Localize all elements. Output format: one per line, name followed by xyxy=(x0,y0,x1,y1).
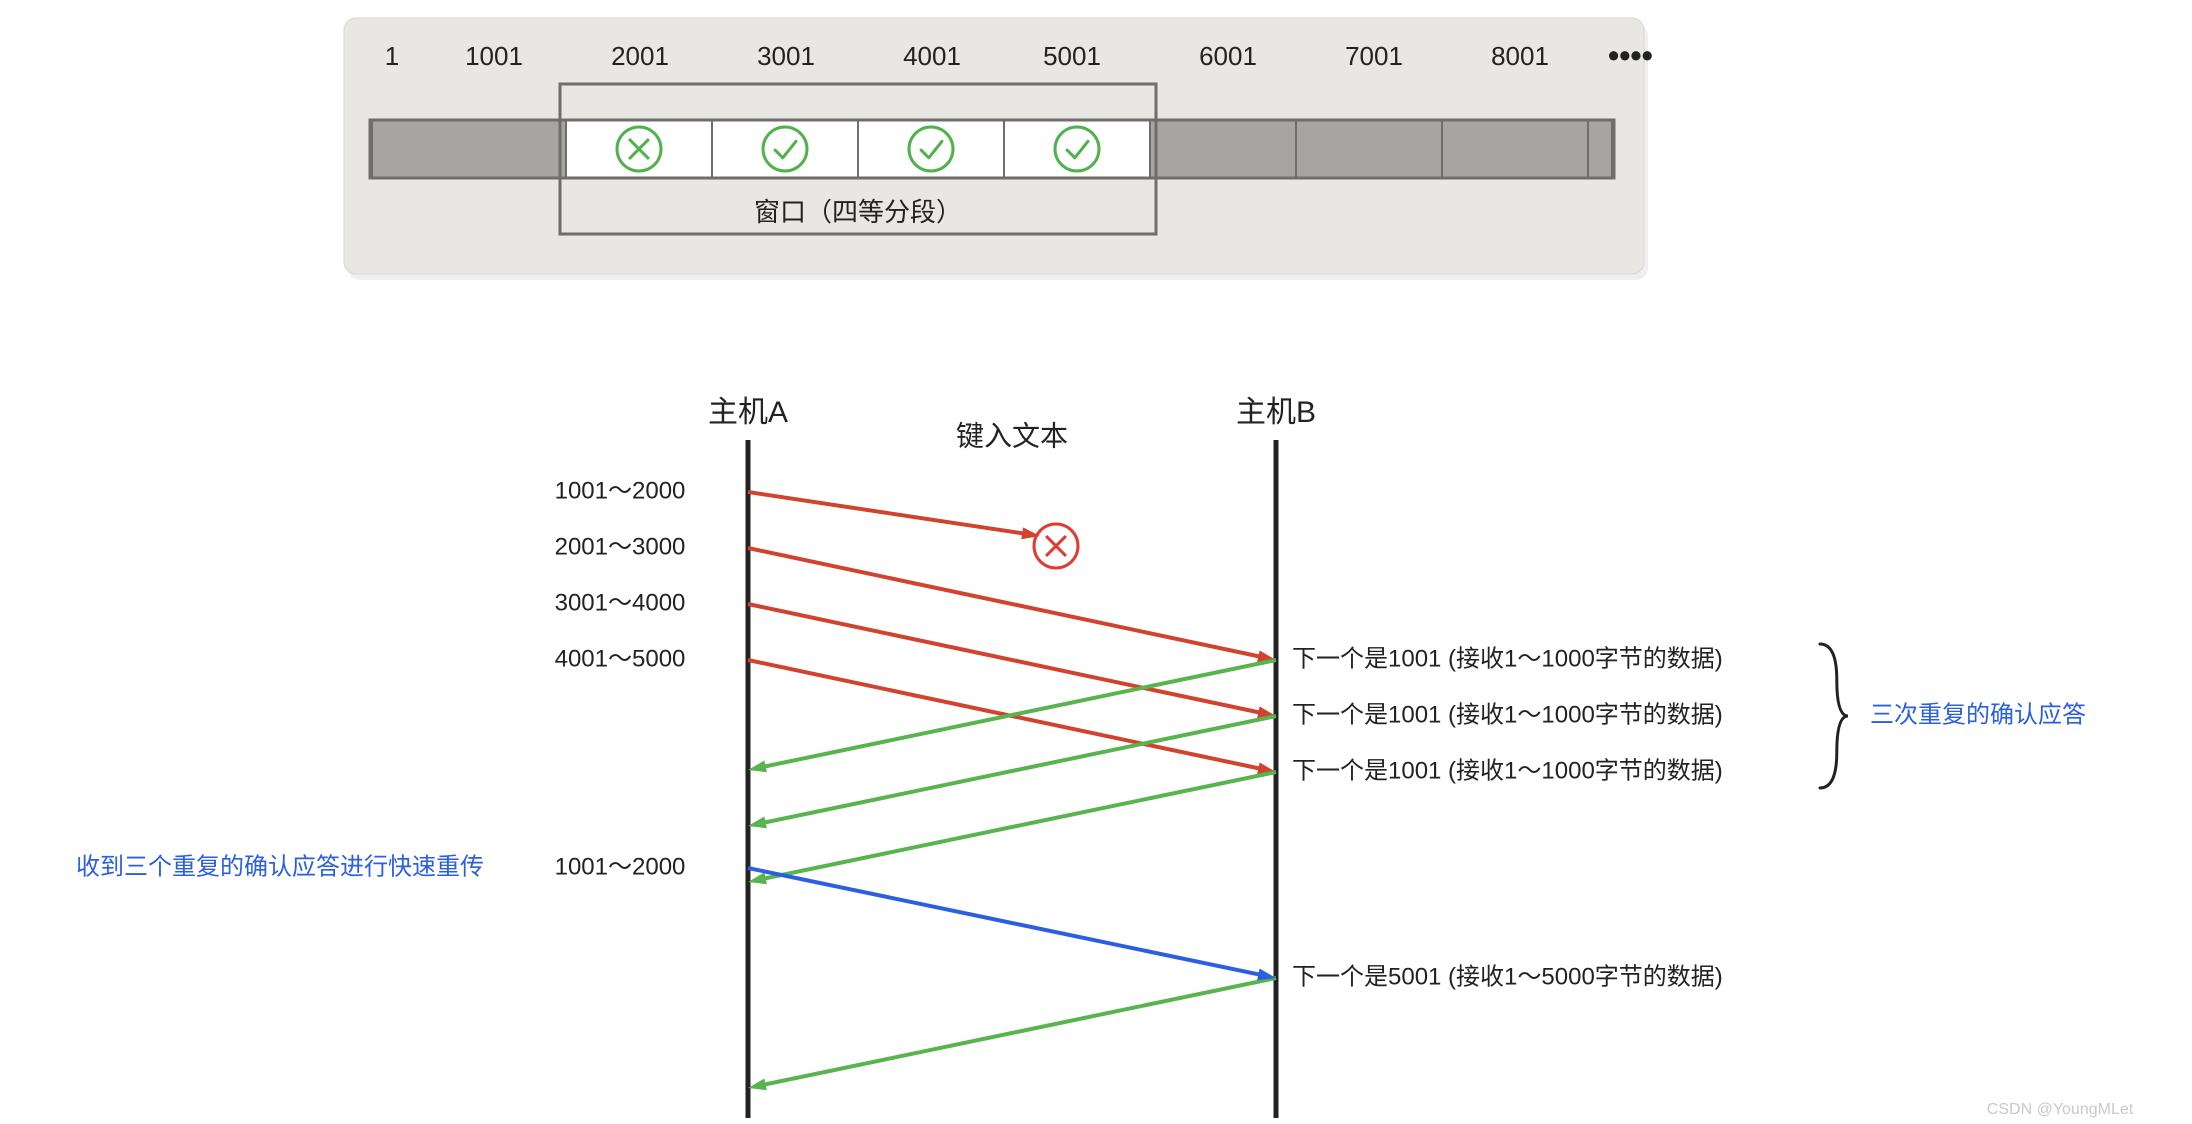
top-panel: 1 1001 2001 3001 4001 5001 6001 7001 8001 •••• 窗口（… xyxy=(344,18,1653,280)
strip-cell xyxy=(1442,120,1588,178)
strip-cell xyxy=(1004,120,1150,178)
seq-label: 7001 xyxy=(1345,41,1403,71)
data-arrow xyxy=(748,604,1276,718)
packet-lost-icon xyxy=(1034,524,1078,568)
segment-label: 1001～2000 xyxy=(555,853,686,880)
window-caption: 窗口（四等分段） xyxy=(754,197,962,227)
triple-ack-note: 三次重复的确认应答 xyxy=(1870,701,2086,728)
page-root: 1 1001 2001 3001 4001 5001 6001 7001 8001 •••• 窗口（… xyxy=(0,0,2192,1124)
ack-description: 下一个是1001 (接收1～1000字节的数据) xyxy=(1292,645,1723,672)
sequence-diagram: 主机A 主机B 键入文本 1001～2000 2001～3000 3001～4000 400… xyxy=(76,396,2086,1118)
seq-dots: •••• xyxy=(1608,37,1653,73)
seq-label: 2001 xyxy=(611,41,669,71)
data-arrow xyxy=(748,492,1040,539)
ack-description: 下一个是1001 (接收1～1000字节的数据) xyxy=(1292,757,1723,784)
strip-cell xyxy=(372,120,566,178)
seq-label: 1 xyxy=(385,41,399,71)
seq-label: 5001 xyxy=(1043,41,1101,71)
ack-description: 下一个是1001 (接收1～1000字节的数据) xyxy=(1292,701,1723,728)
watermark: CSDN @YoungMLet xyxy=(1987,1101,2134,1118)
fast-retransmit-note: 收到三个重复的确认应答进行快速重传 xyxy=(76,853,484,880)
retransmit-arrow xyxy=(748,868,1276,980)
seq-label: 1001 xyxy=(465,41,523,71)
strip-cell xyxy=(1296,120,1442,178)
brace xyxy=(1820,644,1848,788)
segment-label: 1001～2000 xyxy=(555,477,686,504)
ack-arrow xyxy=(748,716,1276,828)
seq-label: 8001 xyxy=(1491,41,1549,71)
ack-arrow xyxy=(748,978,1276,1090)
data-arrow xyxy=(748,548,1276,662)
segment-label: 2001～3000 xyxy=(555,533,686,560)
typed-text-label: 键入文本 xyxy=(956,420,1068,451)
seq-label: 6001 xyxy=(1199,41,1257,71)
segment-label: 4001～5000 xyxy=(555,645,686,672)
host-b-label: 主机B xyxy=(1236,396,1316,429)
ack-arrow xyxy=(748,772,1276,884)
strip-cell xyxy=(1150,120,1296,178)
strip-cell xyxy=(712,120,858,178)
strip-cell xyxy=(858,120,1004,178)
ack-description: 下一个是5001 (接收1～5000字节的数据) xyxy=(1292,963,1723,990)
segment-label: 3001～4000 xyxy=(555,589,686,616)
seq-label: 4001 xyxy=(903,41,961,71)
diagram-canvas: 1 1001 2001 3001 4001 5001 6001 7001 8001 •••• 窗口（… xyxy=(0,0,2192,1124)
seq-label: 3001 xyxy=(757,41,815,71)
strip-cell xyxy=(1588,120,1612,178)
host-a-label: 主机A xyxy=(708,396,788,429)
